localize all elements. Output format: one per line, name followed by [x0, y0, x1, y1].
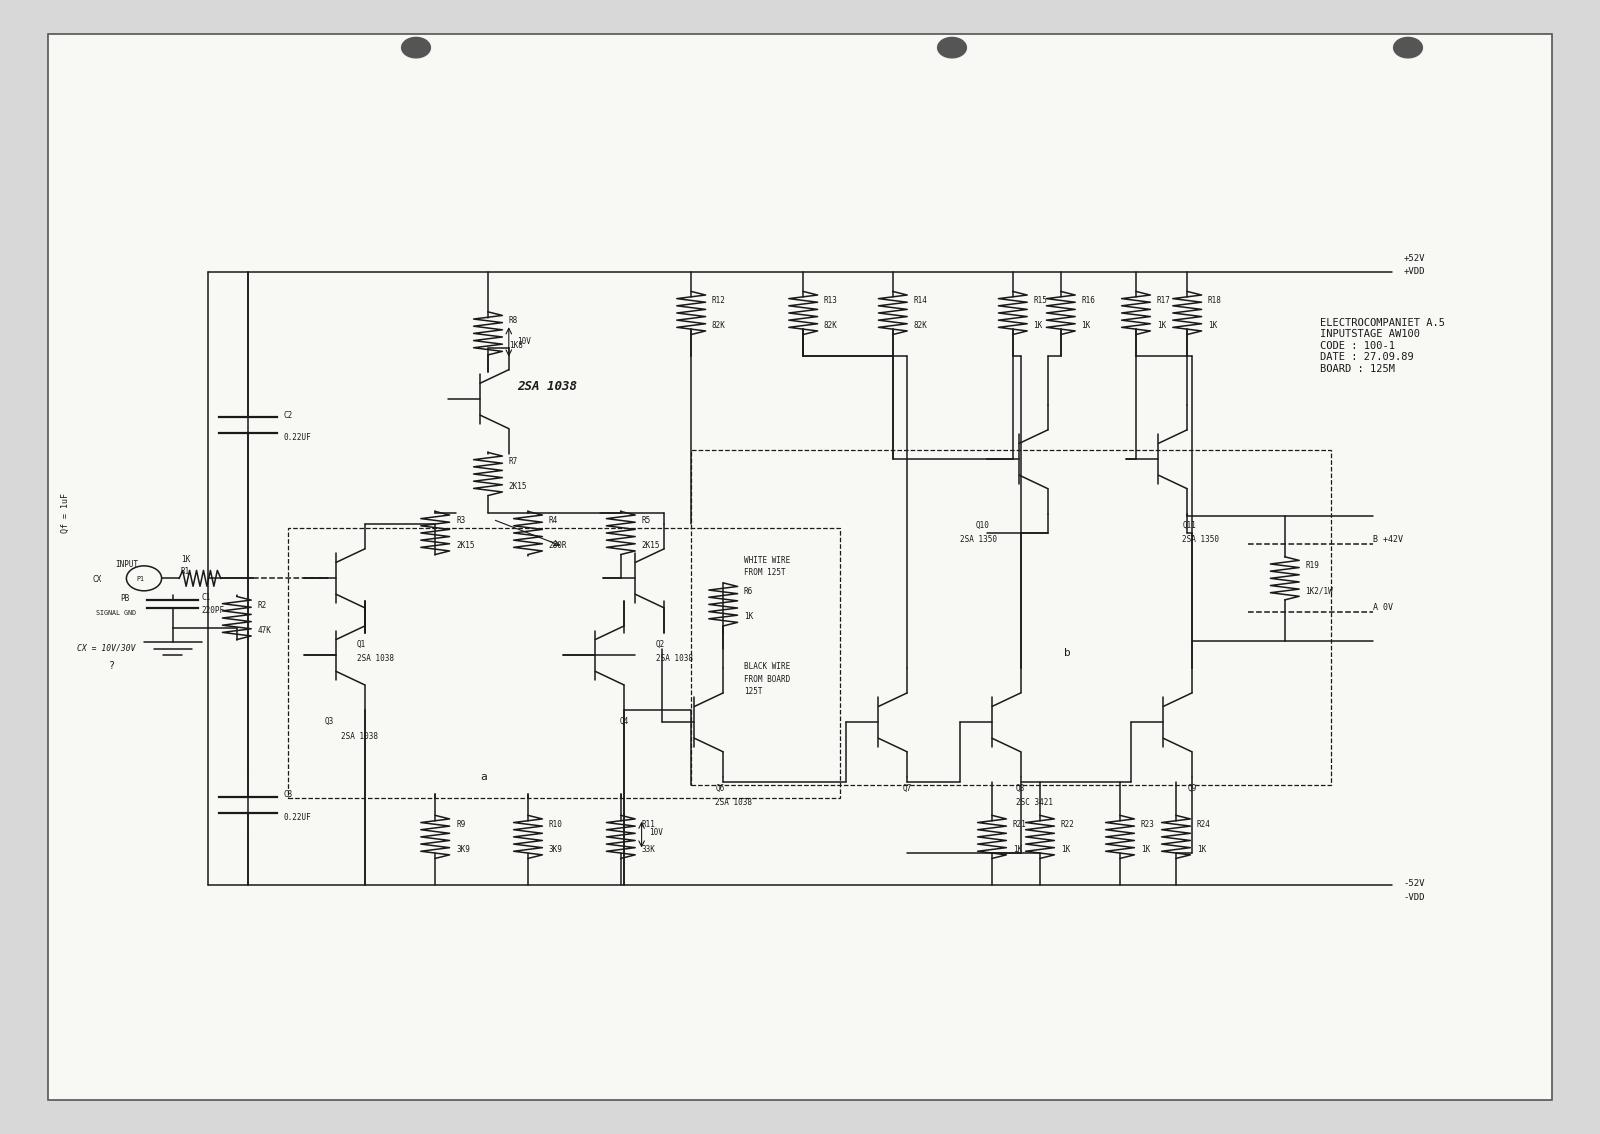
Text: 220PF: 220PF [202, 606, 224, 615]
Text: R19: R19 [1306, 561, 1320, 570]
Text: R14: R14 [914, 296, 928, 305]
Text: R11: R11 [642, 820, 656, 829]
Text: 2SA 1038: 2SA 1038 [341, 731, 378, 741]
Text: R4: R4 [549, 516, 558, 525]
Text: R2: R2 [258, 601, 267, 610]
Text: R24: R24 [1197, 820, 1211, 829]
Text: R9: R9 [456, 820, 466, 829]
Text: 10V: 10V [650, 828, 664, 837]
Text: FROM BOARD: FROM BOARD [744, 675, 790, 684]
Circle shape [938, 37, 966, 58]
Text: R16: R16 [1082, 296, 1096, 305]
Text: Q2: Q2 [656, 640, 666, 649]
Text: C1: C1 [202, 593, 211, 602]
Text: R12: R12 [712, 296, 726, 305]
Text: A 0V: A 0V [1373, 603, 1392, 612]
Text: 1K: 1K [1034, 321, 1043, 330]
Text: ELECTROCOMPANIET A.5
INPUTSTAGE AW100
CODE : 100-1
DATE : 27.09.89
BOARD : 125M: ELECTROCOMPANIET A.5 INPUTSTAGE AW100 CO… [1320, 318, 1445, 374]
Text: BLACK WIRE: BLACK WIRE [744, 662, 790, 671]
Text: R21: R21 [1013, 820, 1027, 829]
Text: 0.22UF: 0.22UF [283, 813, 310, 822]
Text: P1: P1 [136, 576, 144, 582]
Text: INPUT: INPUT [115, 560, 138, 569]
Text: 1K: 1K [744, 612, 754, 621]
Text: 2SA 1038: 2SA 1038 [357, 654, 394, 663]
Text: 2K15: 2K15 [642, 541, 661, 550]
Text: 2K15: 2K15 [456, 541, 475, 550]
Text: 2SC 3421: 2SC 3421 [1016, 798, 1053, 807]
Text: Q6: Q6 [715, 784, 725, 793]
Text: R7: R7 [509, 457, 518, 466]
Text: Qf = 1uF: Qf = 1uF [61, 493, 70, 533]
Text: 1K: 1K [1141, 845, 1150, 854]
Text: R15: R15 [1034, 296, 1048, 305]
Text: 3K9: 3K9 [549, 845, 563, 854]
Text: 280R: 280R [549, 541, 568, 550]
Text: R5: R5 [642, 516, 651, 525]
Text: +52V: +52V [1403, 254, 1424, 263]
Text: Q7: Q7 [902, 784, 912, 793]
Text: 2SA 1038: 2SA 1038 [517, 381, 578, 393]
Text: CX = 10V/30V: CX = 10V/30V [77, 643, 136, 652]
Text: R13: R13 [824, 296, 838, 305]
Text: 33K: 33K [642, 845, 656, 854]
Text: PB: PB [120, 594, 130, 603]
Text: C2: C2 [283, 411, 293, 420]
Text: Q8: Q8 [1016, 784, 1026, 793]
Text: R3: R3 [456, 516, 466, 525]
Text: R6: R6 [744, 587, 754, 596]
Text: 82K: 82K [824, 321, 838, 330]
Text: FROM 125T: FROM 125T [744, 568, 786, 577]
Text: Q11: Q11 [1182, 521, 1197, 530]
Text: R18: R18 [1208, 296, 1222, 305]
Text: 1K2/1W: 1K2/1W [1306, 586, 1333, 595]
Text: WHITE WIRE: WHITE WIRE [744, 556, 790, 565]
FancyBboxPatch shape [48, 34, 1552, 1100]
Text: SIGNAL GND: SIGNAL GND [96, 610, 136, 616]
Text: Q4: Q4 [619, 717, 629, 726]
Text: 2SA 1350: 2SA 1350 [1182, 535, 1219, 544]
Text: a: a [480, 772, 486, 782]
Text: 2K15: 2K15 [509, 482, 528, 491]
Text: 125T: 125T [744, 687, 763, 696]
Text: Q1: Q1 [357, 640, 366, 649]
Text: 10V: 10V [517, 337, 531, 346]
Text: -VDD: -VDD [1403, 892, 1424, 902]
Text: 2SA 1350: 2SA 1350 [960, 535, 997, 544]
Text: R22: R22 [1061, 820, 1075, 829]
Text: 0.22UF: 0.22UF [283, 433, 310, 442]
Text: B +42V: B +42V [1373, 535, 1403, 544]
Text: 82K: 82K [712, 321, 726, 330]
Text: C3: C3 [283, 790, 293, 799]
Text: -52V: -52V [1403, 879, 1424, 888]
Text: 2SA 1038: 2SA 1038 [656, 654, 693, 663]
Text: CX: CX [93, 575, 102, 584]
Text: 47K: 47K [258, 626, 272, 635]
Text: R10: R10 [549, 820, 563, 829]
Text: 1K: 1K [1061, 845, 1070, 854]
Text: 1K: 1K [1157, 321, 1166, 330]
Text: R17: R17 [1157, 296, 1171, 305]
Text: 82K: 82K [914, 321, 928, 330]
Text: ?: ? [109, 661, 115, 671]
Text: R1: R1 [181, 567, 190, 576]
Circle shape [1394, 37, 1422, 58]
Text: b: b [1064, 648, 1070, 658]
Text: 1K: 1K [1013, 845, 1022, 854]
Text: R23: R23 [1141, 820, 1155, 829]
Text: Q3: Q3 [325, 717, 334, 726]
Text: 1K: 1K [181, 555, 190, 564]
Text: 1K: 1K [1208, 321, 1218, 330]
Text: R8: R8 [509, 316, 518, 325]
Circle shape [402, 37, 430, 58]
Text: +VDD: +VDD [1403, 266, 1424, 276]
Text: Q10: Q10 [976, 521, 990, 530]
Text: 2SA 1038: 2SA 1038 [715, 798, 752, 807]
Text: Q9: Q9 [1187, 784, 1197, 793]
Text: 1K: 1K [1197, 845, 1206, 854]
Text: 1K: 1K [1082, 321, 1091, 330]
Text: 3K9: 3K9 [456, 845, 470, 854]
Text: 1K8: 1K8 [509, 341, 523, 350]
